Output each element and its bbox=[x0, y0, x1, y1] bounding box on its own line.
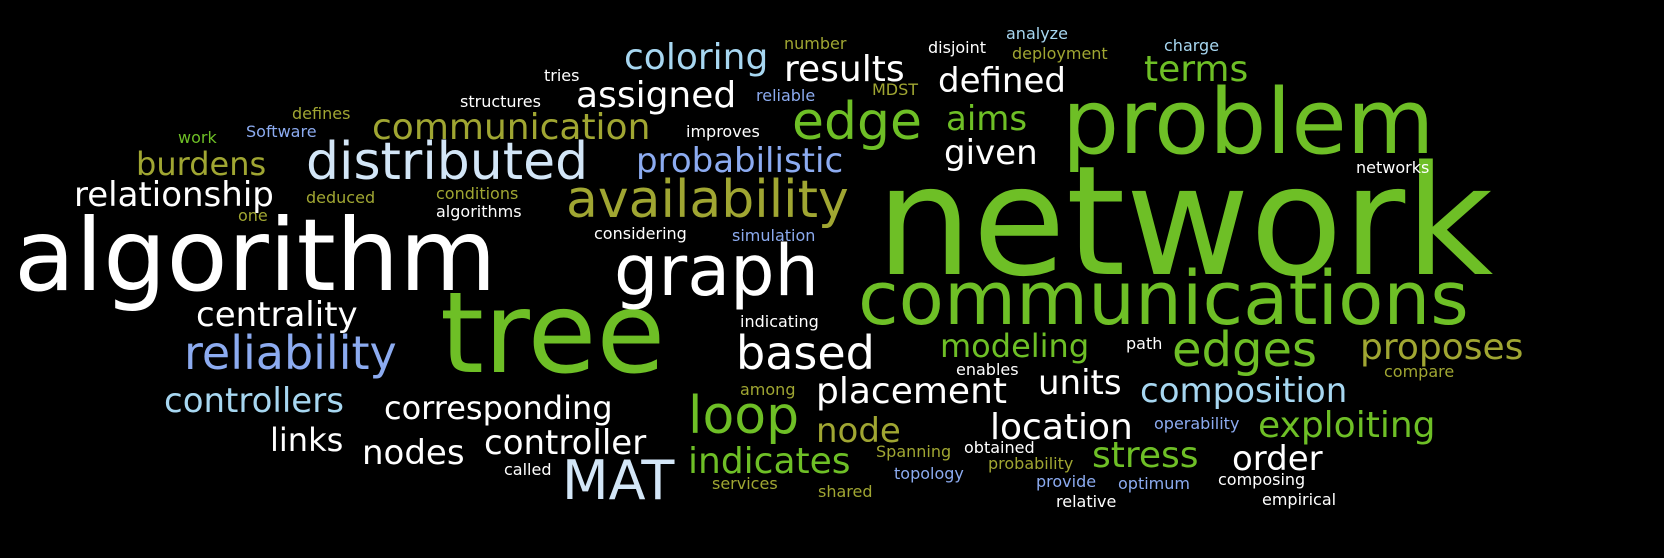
word-graph: graph bbox=[614, 230, 819, 312]
word-distributed: distributed bbox=[306, 132, 589, 192]
word-called: called bbox=[504, 460, 552, 479]
word-conditions: conditions bbox=[436, 184, 519, 203]
word-availability: availability bbox=[566, 170, 849, 230]
word-placement: placement bbox=[816, 371, 1008, 412]
word-empirical: empirical bbox=[1262, 490, 1337, 509]
word-corresponding: corresponding bbox=[384, 389, 613, 427]
word-communication: communication bbox=[372, 107, 651, 148]
word-work: work bbox=[178, 128, 217, 147]
word-mat: MAT bbox=[562, 449, 675, 512]
word-optimum: optimum bbox=[1118, 474, 1190, 493]
word-units: units bbox=[1038, 363, 1122, 403]
word-network: network bbox=[876, 133, 1494, 310]
word-networks: networks bbox=[1356, 158, 1430, 177]
word-defined: defined bbox=[938, 61, 1066, 101]
word-assigned: assigned bbox=[576, 75, 737, 116]
word-communications: communications bbox=[858, 256, 1469, 342]
word-tree: tree bbox=[440, 269, 666, 399]
word-links: links bbox=[270, 421, 344, 459]
word-simulation: simulation bbox=[732, 226, 816, 245]
word-defines: defines bbox=[292, 104, 351, 123]
word-analyze: analyze bbox=[1006, 24, 1068, 43]
word-given: given bbox=[944, 133, 1038, 173]
word-centrality: centrality bbox=[196, 295, 358, 335]
word-location: location bbox=[990, 407, 1133, 448]
word-improves: improves bbox=[686, 122, 760, 141]
word-relationship: relationship bbox=[74, 175, 274, 215]
word-exploiting: exploiting bbox=[1258, 405, 1436, 446]
word-number: number bbox=[784, 34, 847, 53]
word-stress: stress bbox=[1092, 435, 1199, 476]
word-order: order bbox=[1232, 439, 1323, 479]
word-probabilistic: probabilistic bbox=[636, 141, 844, 181]
word-aims: aims bbox=[946, 99, 1028, 139]
word-relative: relative bbox=[1056, 492, 1117, 511]
word-edge: edge bbox=[792, 92, 922, 152]
word-probability: probability bbox=[988, 454, 1074, 473]
word-considering: considering bbox=[594, 224, 687, 243]
word-terms: terms bbox=[1144, 49, 1249, 90]
word-controller: controller bbox=[484, 423, 647, 463]
word-mdst: MDST bbox=[872, 80, 919, 99]
word-shared: shared bbox=[818, 482, 873, 501]
word-compare: compare bbox=[1384, 362, 1455, 381]
word-structures: structures bbox=[460, 92, 541, 111]
word-one: one bbox=[238, 206, 268, 225]
word-composition: composition bbox=[1140, 371, 1348, 411]
word-modeling: modeling bbox=[940, 327, 1090, 365]
word-disjoint: disjoint bbox=[928, 38, 987, 57]
word-software: Software bbox=[246, 122, 317, 141]
word-node: node bbox=[816, 411, 901, 451]
word-edges: edges bbox=[1172, 322, 1318, 378]
word-controllers: controllers bbox=[164, 381, 344, 421]
word-among: among bbox=[740, 380, 796, 399]
word-proposes: proposes bbox=[1360, 327, 1524, 368]
word-obtained: obtained bbox=[964, 438, 1035, 457]
word-based: based bbox=[736, 326, 875, 380]
word-loop: loop bbox=[688, 386, 800, 446]
word-charge: charge bbox=[1164, 36, 1220, 55]
word-tries: tries bbox=[544, 66, 580, 85]
word-spanning: Spanning bbox=[876, 442, 952, 461]
word-deduced: deduced bbox=[306, 188, 376, 207]
word-nodes: nodes bbox=[362, 433, 465, 473]
word-indicates: indicates bbox=[688, 441, 851, 482]
word-results: results bbox=[784, 49, 905, 90]
word-algorithm: algorithm bbox=[14, 197, 497, 314]
word-algorithms: algorithms bbox=[436, 202, 522, 221]
word-indicating: indicating bbox=[740, 312, 819, 331]
word-composing: composing bbox=[1218, 470, 1306, 489]
word-enables: enables bbox=[956, 360, 1019, 379]
word-operability: operability bbox=[1154, 414, 1240, 433]
word-problem: problem bbox=[1062, 70, 1435, 175]
word-path: path bbox=[1126, 334, 1163, 353]
word-services: services bbox=[712, 474, 778, 493]
word-reliable: reliable bbox=[756, 86, 816, 105]
word-deployment: deployment bbox=[1012, 44, 1108, 63]
word-coloring: coloring bbox=[624, 37, 769, 78]
word-reliability: reliability bbox=[184, 326, 397, 380]
word-provide: provide bbox=[1036, 472, 1097, 491]
word-topology: topology bbox=[894, 464, 964, 483]
word-burdens: burdens bbox=[136, 145, 267, 183]
